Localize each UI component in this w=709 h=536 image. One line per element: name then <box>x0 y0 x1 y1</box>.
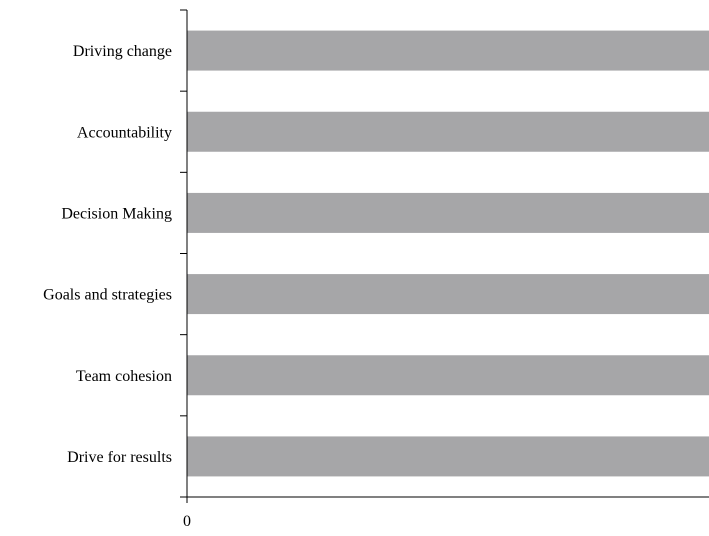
bar <box>187 30 709 71</box>
bars <box>187 30 709 477</box>
bar <box>187 274 709 315</box>
category-label: Goals and strategies <box>43 287 172 304</box>
bar <box>187 355 709 396</box>
category-label: Team cohesion <box>76 368 172 385</box>
category-label: Drive for results <box>67 449 172 466</box>
labels: Driving change71Accountability58Decision… <box>43 43 191 530</box>
bar <box>187 436 709 477</box>
x-tick-label: 0 <box>183 513 191 530</box>
category-label: Driving change <box>73 43 172 60</box>
category-label: Decision Making <box>61 205 172 222</box>
axes <box>180 9 709 503</box>
bar <box>187 111 709 152</box>
bar <box>187 192 709 233</box>
category-label: Accountability <box>77 124 172 141</box>
